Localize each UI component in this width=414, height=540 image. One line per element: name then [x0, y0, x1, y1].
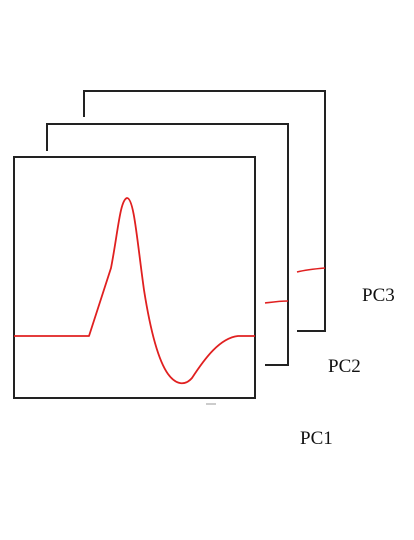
pc3-label: PC3: [362, 285, 395, 306]
pc3-frame: [83, 90, 326, 332]
pc2-frame: [46, 123, 289, 366]
pc2-panel: [46, 123, 289, 366]
pc1-panel: [13, 156, 256, 405]
pc1-frame: [13, 156, 256, 399]
pc3-panel: [83, 90, 326, 332]
pc3-waveform-tail: [296, 267, 326, 273]
pc2-label: PC2: [328, 356, 361, 377]
pc1-waveform: [14, 197, 255, 385]
pc2-waveform-tail: [264, 300, 289, 304]
pc1-label: PC1: [300, 428, 333, 449]
